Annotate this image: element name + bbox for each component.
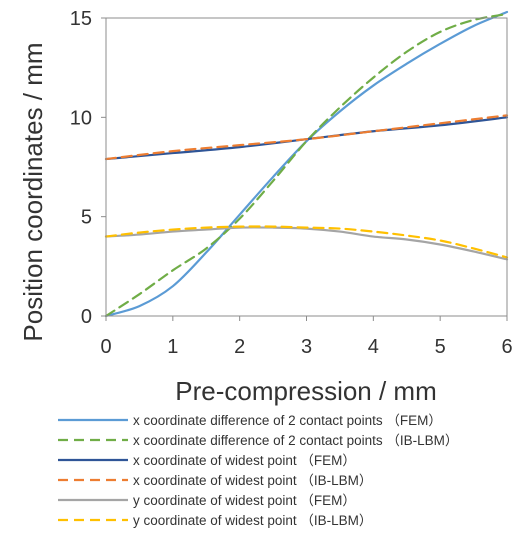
y-tick-label: 0 xyxy=(81,306,92,328)
series-line-widest-y-iblbm xyxy=(104,225,509,259)
x-axis-title: Pre-compression / mm xyxy=(175,376,437,406)
plot-frame xyxy=(105,17,508,317)
legend-label-contact-iblbm: x coordinate difference of 2 contact poi… xyxy=(133,433,458,448)
x-tick-label: 0 xyxy=(100,336,111,358)
y-tick-label: 10 xyxy=(70,107,92,129)
series-layer xyxy=(104,10,509,318)
x-tick-label: 5 xyxy=(435,336,446,358)
x-tick-label: 4 xyxy=(368,336,379,358)
y-tick-label: 15 xyxy=(70,8,92,30)
x-tick-label: 1 xyxy=(167,336,178,358)
y-tick-label: 5 xyxy=(81,207,92,229)
x-tick-label: 6 xyxy=(501,336,512,358)
y-axis-title: Position coordinates / mm xyxy=(18,42,48,341)
x-tick-label: 3 xyxy=(301,336,312,358)
legend-label-widest-y-fem: y coordinate of widest point （FEM） xyxy=(133,493,356,508)
legend-label-widest-x-iblbm: x coordinate of widest point （IB-LBM） xyxy=(133,473,372,488)
series-line-widest-y-fem xyxy=(104,226,509,261)
legend: x coordinate difference of 2 contact poi… xyxy=(58,413,458,528)
x-tick-label: 2 xyxy=(234,336,245,358)
axes-layer: 0 1 2 3 4 5 6 0 5 10 15 xyxy=(70,8,513,358)
legend-label-widest-x-fem: x coordinate of widest point （FEM） xyxy=(133,453,356,468)
legend-label-widest-y-iblbm: y coordinate of widest point （IB-LBM） xyxy=(133,513,372,528)
legend-label-contact-fem: x coordinate difference of 2 contact poi… xyxy=(133,413,442,428)
series-line-contact-iblbm xyxy=(104,12,509,318)
series-line-contact-fem xyxy=(104,10,509,318)
series-line-widest-x-iblbm xyxy=(104,114,509,161)
